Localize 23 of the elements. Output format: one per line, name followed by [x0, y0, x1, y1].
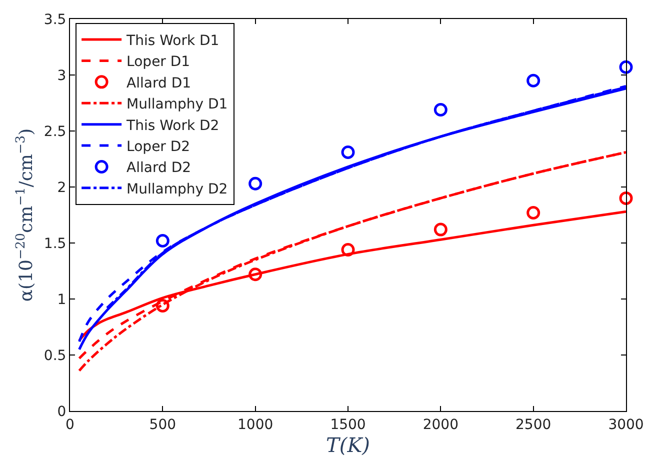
legend-label: Loper D1 [126, 54, 190, 70]
legend-label: Mullamphy D1 [126, 96, 228, 113]
x-tick-label: 2500 [516, 416, 552, 433]
y-tick-label: 1 [57, 292, 66, 308]
legend-label: Allard D2 [126, 160, 192, 176]
legend-label: Allard D1 [126, 75, 192, 92]
y-tick-label: 2.5 [44, 124, 66, 140]
y-tick-label: 2 [57, 180, 66, 196]
x-axis-title: T(K) [326, 432, 370, 457]
x-tick-label: 3000 [608, 416, 644, 433]
y-tick-label: 3 [57, 68, 66, 84]
x-tick-label: 500 [149, 416, 176, 433]
legend-label: This Work D2 [126, 118, 220, 134]
y-tick-label: 0.5 [44, 348, 66, 364]
legend-label: Loper D2 [126, 138, 190, 155]
x-tick-label: 1500 [330, 416, 366, 433]
legend-label: This Work D1 [126, 32, 220, 49]
legend-label: Mullamphy D2 [126, 181, 228, 198]
x-tick-label: 2000 [422, 416, 458, 433]
x-tick-label: 1000 [238, 416, 274, 433]
y-tick-label: 1.5 [44, 236, 66, 252]
y-tick-label: 0 [57, 404, 66, 420]
y-tick-label: 3.5 [44, 12, 66, 28]
